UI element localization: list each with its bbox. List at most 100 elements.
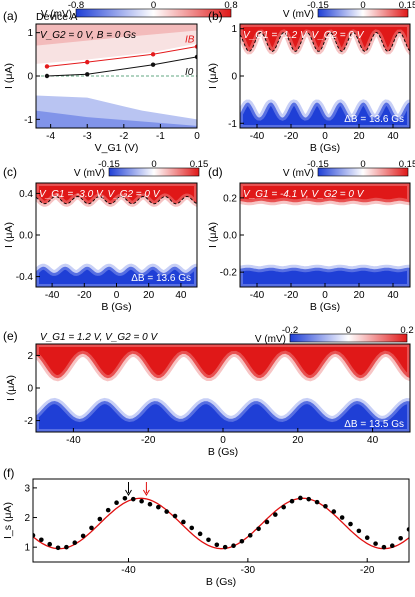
heatmap-blue-region [36,110,197,128]
colorbar-tick-label: 0.15 [399,0,415,11]
colorbar-tick-label: 0.8 [224,0,237,11]
data-point [406,527,409,532]
colorbar-tick-label: -0.2 [282,325,298,336]
colorbar-gradient [289,333,408,343]
colorbar-tick-label: 0.15 [190,159,209,170]
data-point [122,495,128,501]
x-tick-label: -20 [141,435,156,446]
panel-d: -40 -20 0 20 40 -0.2 0.0 0.2 B (Gs) I (μA) (d) V_… [207,159,415,313]
data-point [156,504,161,510]
panel-title: V_G2 = 0 V, B = 0 Gs [40,30,136,41]
colorbar: -0.15 0 0.15 V (mV) [283,0,415,20]
data-point [33,533,36,538]
series-point-I_B [44,64,50,69]
colorbar: -0.2 0 0.2 V (mV) [255,325,414,345]
data-point [222,544,228,550]
series-point-I_B [85,59,90,65]
data-point [356,528,362,534]
data-point [214,542,220,548]
y-tick-label: 2 [27,351,33,362]
data-point [189,525,195,531]
colorbar-tick-label: 0 [360,159,365,170]
y-tick-label: -1 [228,119,237,130]
y-tick-label: 3 [24,483,30,494]
colorbar-tick-label: 0.2 [400,325,413,336]
panel-label: (e) [3,329,18,343]
x-tick-label: 20 [143,290,155,301]
x-axis-label: B (Gs) [310,142,340,154]
y-tick-label: 1 [24,543,30,554]
arrow-head [125,489,132,496]
y-tick-label: 0 [27,72,33,83]
x-tick-label: -40 [250,290,265,301]
period-annotation: ΔB = 13.6 Gs [131,273,191,284]
x-tick-label: -30 [241,565,256,576]
data-point [197,531,203,537]
x-tick-label: 0 [220,435,226,446]
period-annotation: ΔB = 13.5 Gs [344,419,404,430]
y-tick-label: 0.0 [19,231,33,242]
device-label: Device A [36,11,77,23]
y-tick-label: -0.2 [220,268,238,279]
heatmap-edge [240,99,410,128]
x-tick-label: -40 [121,565,136,576]
plot-frame [32,478,410,563]
panel-b: -40 -20 0 20 40 -1 0 1 B (Gs) I (μA) (b) V_G1 = -… [207,0,415,154]
x-tick-label: -20 [77,290,92,301]
colorbar-label: V (mV) [74,168,105,179]
y-axis-label: I (μA) [5,375,17,401]
data-point [323,503,328,509]
data-point [72,540,78,546]
x-axis-label: B (Gs) [206,576,236,588]
y-axis-label: I_s (μA) [2,502,14,539]
x-tick-label: -20 [284,131,299,142]
data-point [273,512,278,517]
data-point [339,515,345,520]
series-line-I_B [46,46,197,67]
y-tick-label: 1 [27,28,33,39]
colorbar-tick-label: 0.15 [399,159,415,170]
data-point [298,495,303,501]
panel-label: (a) [3,9,18,23]
y-axis-label: I (μA) [3,222,15,248]
y-tick-label: 0.4 [19,189,33,200]
data-point [239,538,245,544]
heatmap-blue-region [240,267,410,287]
x-tick-label: -40 [66,435,81,446]
x-tick-label: 20 [353,290,365,301]
data-point [314,499,320,505]
panel-title: V_G1 = -4.1 V, V_G2 = 0 V [243,189,365,200]
data-point [398,535,403,541]
panel-label: (f) [3,466,14,480]
y-tick-label: 0.2 [223,193,237,204]
data-point [89,525,94,531]
y-tick-label: 0 [231,72,237,83]
heatmap-edge [36,263,197,287]
series-point-I_0 [85,72,90,77]
series-line-I_0 [46,56,197,77]
x-tick-label: 40 [387,131,399,142]
panel-label: (c) [3,165,17,179]
colorbar-gradient [317,8,409,18]
panel-f: -40 -30 -20 1 2 3 B (Gs) I_s (μA) (f) [2,466,410,588]
heatmap-red-region [36,183,197,204]
y-tick-label: 2 [24,513,30,524]
heatmap-red-region [240,183,410,203]
colorbar-tick-label: 0 [346,325,351,336]
arrow-head [142,489,150,496]
data-point [64,544,69,550]
x-tick-label: -3 [83,131,92,142]
panel-title: V_G1 = 1.2 V, V_G2 = 0 V [40,332,158,343]
data-point [289,498,295,504]
heatmap-red-region [36,24,197,46]
period-annotation: ΔB = 13.6 Gs [344,114,404,125]
data-point [147,501,153,507]
colorbar-label: V (mV) [283,168,314,179]
data-point [105,507,111,513]
colorbar-label: V (mV) [41,9,72,20]
heatmap-edge [36,397,410,432]
heatmap-edge [240,264,410,287]
data-point [164,509,169,514]
